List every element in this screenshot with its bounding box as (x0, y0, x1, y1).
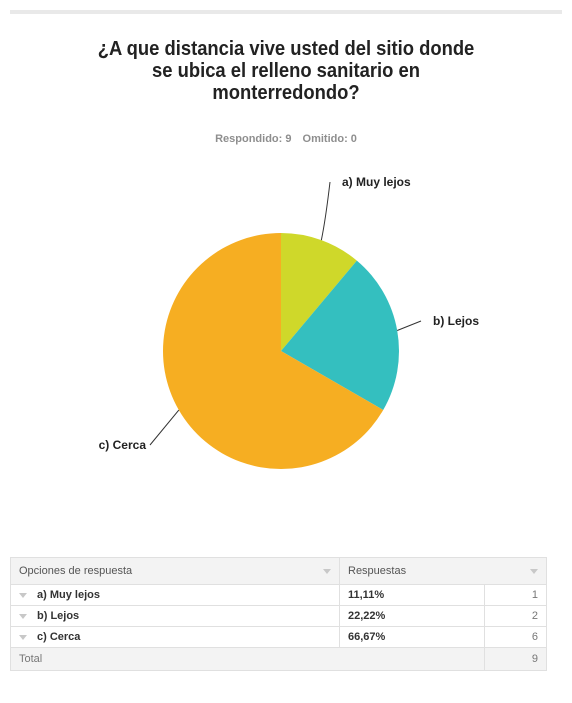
expand-caret-icon[interactable] (19, 613, 27, 619)
pie-slice (281, 233, 357, 351)
slice-label: b) Lejos (433, 314, 479, 328)
pie-slice (281, 260, 399, 410)
question-title-line: ¿A que distancia vive usted del sitio do… (97, 38, 475, 60)
option-percent: 66,67% (338, 626, 486, 648)
option-count: 2 (484, 605, 547, 627)
header-responses[interactable]: Respuestas (339, 557, 547, 585)
table-total-row: Total 9 (9, 647, 547, 671)
answered-count: Respondido: 9 (215, 133, 292, 145)
table-row: c) Cerca 66,67% 6 (10, 626, 547, 648)
table-row: b) Lejos 22,22% 2 (10, 605, 547, 627)
option-label: b) Lejos (37, 610, 80, 622)
slice-label: c) Cerca (99, 438, 147, 452)
pie-chart: a) Muy lejos b) Lejos c) Cerca (99, 175, 479, 469)
sort-caret-icon[interactable] (530, 569, 538, 574)
question-title-line: monterredondo? (212, 82, 360, 104)
expand-caret-icon[interactable] (19, 634, 27, 640)
question-title-line: se ubica el relleno sanitario en (152, 60, 420, 82)
expand-caret-icon[interactable] (19, 592, 27, 598)
pie-slice (162, 233, 384, 469)
skipped-count: Omitido: 0 (302, 133, 357, 145)
sort-caret-icon[interactable] (323, 569, 331, 574)
option-label: a) Muy lejos (37, 589, 100, 601)
leader-line (397, 320, 422, 331)
option-count: 6 (484, 626, 547, 648)
leader-line (149, 409, 180, 446)
header-options[interactable]: Opciones de respuesta (10, 557, 340, 585)
option-label: c) Cerca (37, 631, 81, 643)
total-count: 9 (484, 647, 547, 671)
total-label: Total (9, 647, 486, 671)
slice-label: a) Muy lejos (342, 175, 411, 189)
table-row: a) Muy lejos 11,11% 1 (10, 584, 547, 606)
option-count: 1 (484, 584, 547, 606)
option-percent: 11,11% (338, 584, 486, 606)
top-divider (10, 10, 562, 14)
question-title: ¿A que distancia vive usted del sitio do… (78, 38, 494, 104)
leader-line (320, 181, 331, 241)
results-table: Opciones de respuesta Respuestas a) Muy … (9, 557, 547, 671)
response-summary: Respondido: 9 Omitido: 0 (0, 133, 572, 145)
option-percent: 22,22% (338, 605, 486, 627)
table-header-row: Opciones de respuesta Respuestas (10, 557, 547, 585)
